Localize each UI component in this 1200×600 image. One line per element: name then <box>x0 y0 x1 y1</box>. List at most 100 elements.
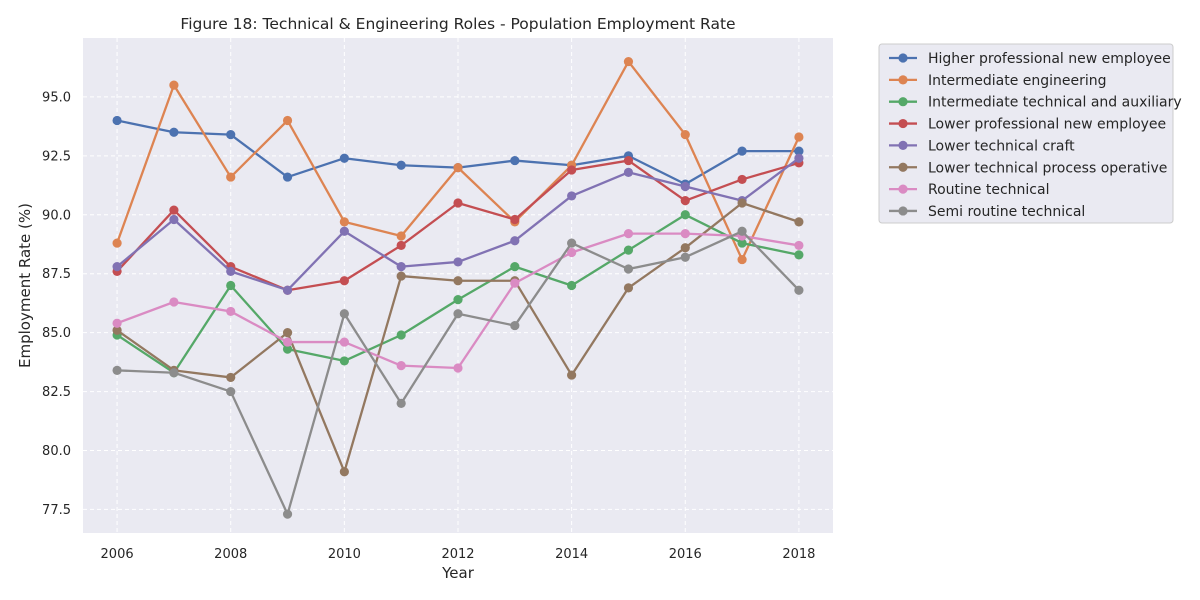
data-point <box>282 328 293 338</box>
data-point <box>567 370 577 380</box>
data-point <box>282 172 293 182</box>
series-layer <box>112 56 804 519</box>
data-point <box>396 330 406 340</box>
data-point <box>623 155 634 166</box>
y-tick-label: 80.0 <box>42 444 71 459</box>
legend-label: Lower professional new employee <box>928 117 1166 133</box>
legend-items: Higher professional new employee Intermed… <box>889 51 1182 220</box>
y-tick-label: 85.0 <box>42 326 71 341</box>
data-point <box>169 297 179 307</box>
legend-marker <box>898 162 908 172</box>
legend-item: Semi routine technical <box>889 204 1085 220</box>
data-point <box>680 229 690 239</box>
x-tick-label: 2014 <box>555 547 588 562</box>
data-point <box>510 236 520 246</box>
x-tick-label: 2010 <box>328 547 361 562</box>
data-point <box>112 318 122 328</box>
data-point <box>282 285 293 295</box>
y-tick-label: 87.5 <box>42 267 71 282</box>
data-point <box>396 361 406 371</box>
data-point <box>510 214 520 225</box>
series-4 <box>112 153 804 295</box>
data-point <box>226 266 236 276</box>
data-point <box>226 280 236 291</box>
data-point <box>112 115 122 126</box>
y-tick-label: 77.5 <box>42 503 71 518</box>
chart-title: Figure 18: Technical & Engineering Roles… <box>180 15 735 33</box>
data-point <box>510 278 520 288</box>
legend: Higher professional new employee Intermed… <box>878 43 1182 224</box>
data-point <box>339 309 349 319</box>
legend-label: Intermediate engineering <box>928 73 1107 89</box>
data-point <box>623 56 634 67</box>
data-point <box>794 285 804 295</box>
legend-item: Lower professional new employee <box>889 117 1166 133</box>
data-point <box>339 153 349 163</box>
data-point <box>623 264 634 274</box>
data-point <box>396 240 406 251</box>
data-point <box>226 172 236 182</box>
data-point <box>794 153 804 163</box>
legend-label: Routine technical <box>928 182 1049 198</box>
data-point <box>737 254 747 265</box>
legend-marker <box>898 118 908 129</box>
data-point <box>339 217 349 227</box>
y-tick-label: 95.0 <box>42 90 71 105</box>
data-point <box>737 174 747 185</box>
legend-marker <box>898 75 908 85</box>
data-point <box>282 337 293 347</box>
data-point <box>623 229 634 239</box>
data-point <box>339 467 349 477</box>
y-axis-title: Employment Rate (%) <box>16 203 34 368</box>
data-point <box>112 325 122 335</box>
legend-marker <box>898 140 908 150</box>
x-axis-ticks: 2006 2008 2010 2012 2014 2016 2018 <box>101 547 816 562</box>
data-point <box>453 295 463 305</box>
data-point <box>339 276 349 286</box>
data-point <box>453 198 463 208</box>
data-point <box>396 398 406 408</box>
y-tick-label: 82.5 <box>42 385 71 400</box>
data-point <box>396 262 406 272</box>
legend-label: Intermediate technical and auxiliary <box>928 95 1182 111</box>
legend-marker <box>898 53 908 63</box>
data-point <box>794 250 804 260</box>
data-point <box>396 231 406 241</box>
x-axis-title: Year <box>441 564 475 582</box>
data-point <box>680 252 690 262</box>
data-point <box>680 243 690 253</box>
legend-marker <box>898 206 908 216</box>
data-point <box>794 146 804 156</box>
data-point <box>453 257 463 267</box>
legend-item: Lower technical process operative <box>889 160 1167 176</box>
data-point <box>226 386 236 397</box>
data-point <box>737 146 747 156</box>
legend-item: Higher professional new employee <box>889 51 1171 67</box>
data-point <box>680 210 690 220</box>
data-point <box>623 167 634 177</box>
legend-label: Lower technical process operative <box>928 160 1167 176</box>
legend-marker <box>898 97 908 107</box>
data-point <box>510 262 520 272</box>
data-point <box>680 181 690 192</box>
legend-item: Intermediate technical and auxiliary <box>889 95 1182 111</box>
legend-box <box>878 43 1174 224</box>
data-point <box>510 155 520 166</box>
data-point <box>567 238 577 248</box>
data-point <box>339 356 349 366</box>
data-point <box>453 309 463 319</box>
y-axis-ticks: 77.5 80.0 82.5 85.0 87.5 90.0 92.5 95.0 <box>42 90 71 518</box>
data-point <box>737 198 747 208</box>
legend-label: Higher professional new employee <box>928 51 1171 67</box>
data-point <box>169 214 179 225</box>
data-point <box>226 372 236 383</box>
legend-marker <box>898 184 908 194</box>
data-point <box>112 238 122 248</box>
legend-label: Semi routine technical <box>928 204 1085 220</box>
legend-label: Lower technical craft <box>928 138 1075 154</box>
data-point <box>567 165 577 175</box>
data-point <box>680 196 690 206</box>
data-point <box>169 368 179 378</box>
